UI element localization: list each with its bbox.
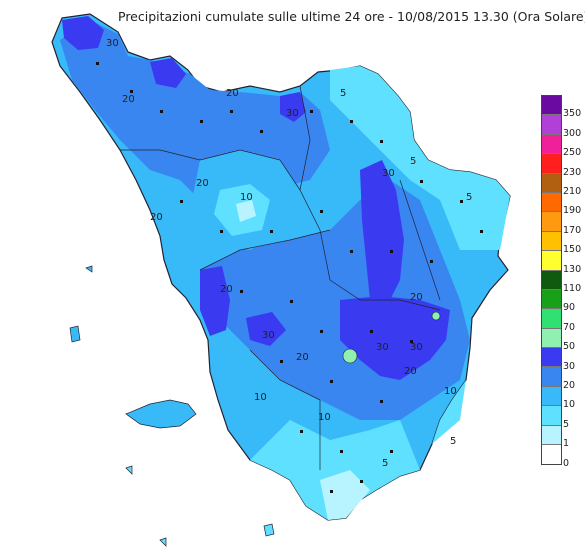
contour-label: 5 (382, 458, 388, 469)
contour-label: 5 (466, 192, 472, 203)
contour-label: 10 (318, 412, 331, 423)
contour-label: 20 (410, 292, 423, 303)
map-title: Precipitazioni cumulate sulle ultime 24 … (118, 9, 585, 24)
zone-30mm-mid (246, 312, 286, 346)
island-giglio (263, 523, 275, 537)
legend-swatch (542, 270, 561, 290)
legend-label: 230 (563, 166, 582, 178)
legend-label: 10 (563, 399, 576, 411)
legend-label: 20 (563, 380, 576, 391)
contour-label: 20 (296, 352, 309, 363)
island-montecristo (159, 537, 167, 547)
contour-label: 30 (286, 108, 299, 119)
legend-label: 1 (563, 438, 570, 450)
contour-label: 10 (254, 392, 267, 403)
legend-swatch (542, 386, 561, 407)
zone-30mm-east (360, 160, 404, 300)
zone-30mm-north (150, 58, 186, 88)
contour-label: 10 (444, 386, 457, 397)
contour-label: 20 (404, 366, 417, 377)
legend-label: 30 (563, 360, 576, 372)
zone-20mm-nw (60, 20, 330, 200)
legend-swatch (542, 115, 561, 135)
legend-swatch (542, 406, 561, 426)
contour-label: 10 (240, 192, 253, 203)
legend-label: 110 (563, 283, 582, 294)
contour-label: 20 (122, 94, 135, 105)
zone-1mm-s (320, 470, 370, 520)
legend-label: 150 (563, 244, 582, 256)
station-markers (96, 62, 483, 493)
contour-label: 30 (262, 330, 275, 341)
contour-label: 5 (410, 156, 416, 167)
legend-swatch (542, 425, 561, 446)
island-pianosa (125, 465, 133, 475)
legend-swatch (542, 309, 561, 329)
contour-label: 20 (150, 212, 163, 223)
legend-swatch (542, 231, 561, 252)
contour-label: 20 (220, 284, 233, 295)
legend-label: 350 (563, 108, 582, 120)
zone-30mm-north2 (280, 92, 306, 122)
legend-label: 170 (563, 224, 582, 236)
contour-label: 20 (196, 178, 209, 189)
island-capraia (69, 325, 81, 343)
legend-swatch (542, 348, 561, 368)
legend-label: 300 (563, 127, 582, 139)
legend-label: 70 (563, 321, 576, 333)
legend-label: 210 (563, 186, 582, 197)
contour-label: 20 (226, 88, 239, 99)
contour-label: 5 (450, 436, 456, 447)
zone-5mm-s (250, 420, 420, 520)
legend-colorbar (541, 95, 562, 466)
contour-label: 30 (410, 342, 423, 353)
zone-50mm-spot (342, 348, 358, 364)
legend-swatch (542, 173, 561, 193)
zone-30mm-coast (200, 266, 230, 336)
legend-label: 130 (563, 263, 582, 275)
zone-5mm-se (432, 380, 466, 444)
contour-label: 30 (376, 342, 389, 353)
legend-swatch (542, 251, 561, 271)
legend-label: 0 (563, 457, 570, 469)
island-elba (125, 399, 197, 429)
legend-swatch (542, 154, 561, 174)
legend-label: 50 (563, 341, 576, 353)
zone-50mm-spot2 (431, 311, 441, 321)
contour-label: 30 (382, 168, 395, 179)
legend-swatch (542, 367, 561, 387)
legend-label: 5 (563, 418, 570, 430)
legend-label: 190 (563, 205, 582, 217)
legend-label: 90 (563, 302, 576, 314)
legend-swatch (542, 445, 561, 465)
legend-label: 250 (563, 147, 582, 159)
contour-label: 5 (340, 88, 346, 99)
zone-5mm-ne (330, 66, 510, 250)
legend-swatch (542, 212, 561, 232)
province-boundaries (120, 85, 441, 470)
legend-swatch (542, 289, 561, 310)
legend-swatch (542, 134, 561, 155)
contour-label: 30 (106, 38, 119, 49)
legend-swatch (542, 328, 561, 349)
zone-30mm-se (340, 296, 450, 380)
zone-30mm-nw (62, 16, 104, 50)
zone-1mm-center (236, 200, 256, 222)
legend-swatch (542, 192, 561, 213)
island-gorgona (85, 265, 93, 273)
legend-swatch (542, 96, 561, 116)
